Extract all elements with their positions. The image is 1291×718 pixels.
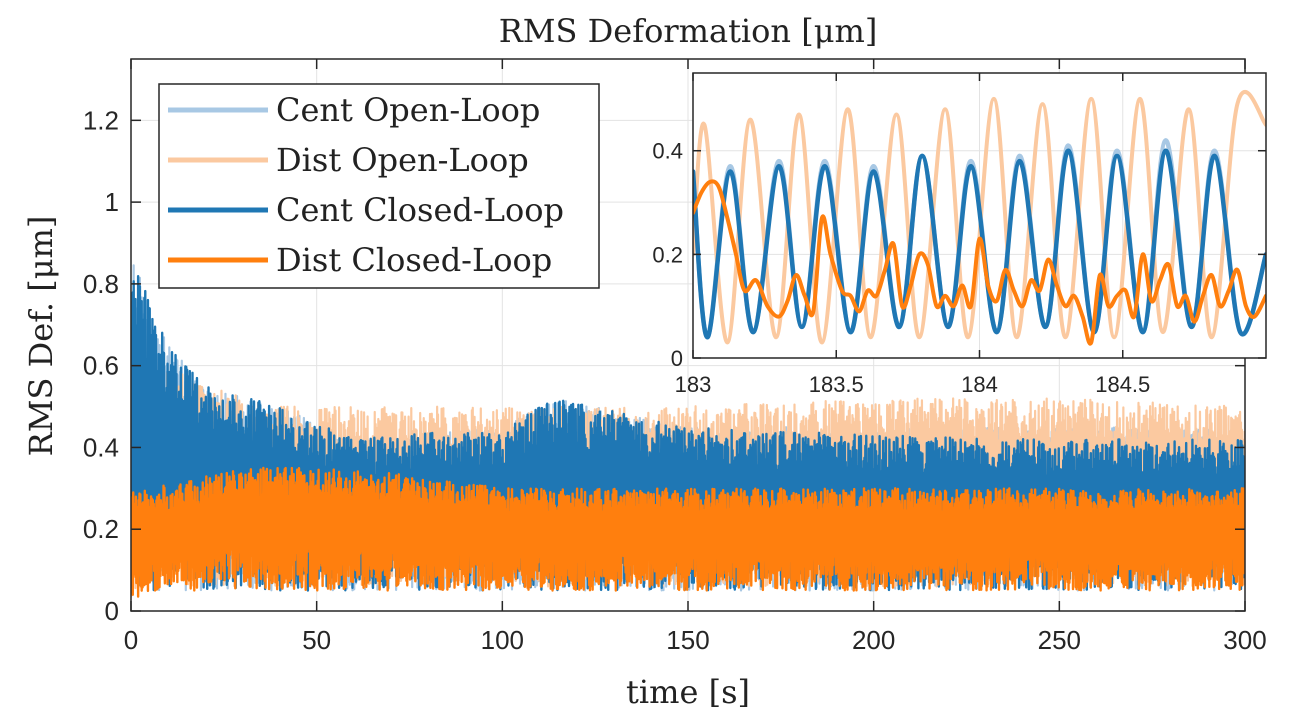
main-y-tick-label: 0	[105, 596, 119, 626]
inset-y-tick-label: 0.2	[652, 242, 683, 267]
main-y-tick-label: 1.2	[83, 105, 119, 135]
inset-series-line-2	[693, 90, 1266, 345]
inset-x-tick-label: 184	[961, 372, 998, 397]
legend: Cent Open-Loop Dist Open-Loop Cent Closed-…	[158, 83, 600, 289]
inset-series-line-1	[693, 138, 1266, 340]
inset-y-tick-label: 0.4	[652, 139, 683, 164]
inset-series-line-3	[693, 148, 1266, 340]
inset-x-tick-label: 184.5	[1095, 372, 1150, 397]
chart-title: RMS Deformation [μm]	[499, 12, 878, 50]
inset-ticks: 183 183.5 184 184.5 0 0.2 0.4	[652, 73, 1266, 397]
main-ticks: 0 50 100 150 200 250 300 0 0.2 0.4 0.6 0.8 1 1.2	[83, 59, 1267, 655]
legend-box	[158, 83, 600, 289]
main-y-tick-label: 0.6	[83, 351, 119, 381]
main-x-tick-label: 200	[852, 625, 895, 655]
legend-label: Cent Open-Loop	[276, 91, 540, 129]
main-y-tick-label: 0.2	[83, 514, 119, 544]
main-plot-series	[131, 264, 1245, 598]
inset-x-tick-label: 183	[675, 372, 712, 397]
legend-label: Dist Open-Loop	[276, 141, 529, 179]
legend-label: Dist Closed-Loop	[276, 241, 552, 279]
legend-label: Cent Closed-Loop	[276, 191, 564, 229]
inset-y-tick-label: 0	[671, 346, 683, 371]
main-y-tick-label: 1	[105, 187, 119, 217]
y-axis-label: RMS Def. [μm]	[22, 216, 60, 457]
main-x-tick-label: 150	[666, 625, 709, 655]
inset-x-tick-label: 183.5	[809, 372, 864, 397]
main-y-tick-label: 0.8	[83, 269, 119, 299]
main-series-line-4	[131, 466, 1245, 598]
main-x-tick-label: 250	[1038, 625, 1081, 655]
main-x-tick-label: 0	[124, 625, 138, 655]
main-x-tick-label: 300	[1223, 625, 1266, 655]
inset-plot-series	[693, 90, 1266, 346]
main-y-tick-label: 0.4	[83, 432, 119, 462]
inset-series-line-4	[693, 179, 1266, 346]
main-x-tick-label: 50	[302, 625, 331, 655]
main-x-tick-label: 100	[481, 625, 524, 655]
x-axis-label: time [s]	[626, 673, 750, 711]
